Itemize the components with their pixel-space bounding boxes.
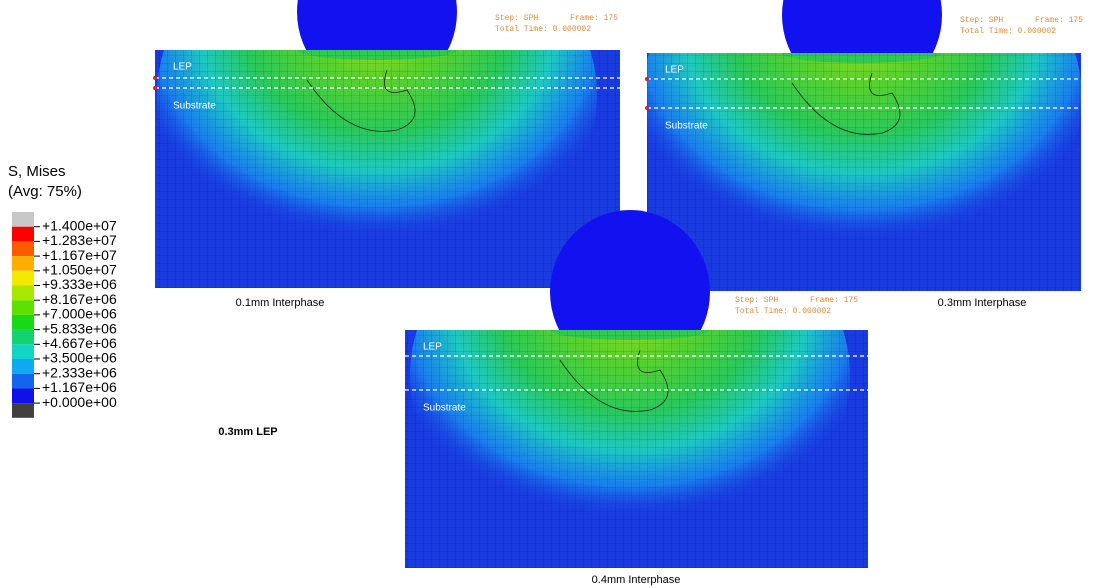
legend-label: +1.283e+07 bbox=[42, 232, 117, 248]
legend-swatch bbox=[12, 227, 34, 242]
legend-label: +5.833e+06 bbox=[42, 320, 117, 336]
legend-label: +2.333e+06 bbox=[42, 364, 117, 380]
legend-label: +1.167e+07 bbox=[42, 247, 117, 263]
legend-label: +8.167e+06 bbox=[42, 291, 117, 307]
legend-label: +1.167e+06 bbox=[42, 379, 117, 395]
interface-marker bbox=[153, 76, 157, 80]
legend-label: +7.000e+06 bbox=[42, 306, 117, 322]
legend-swatch bbox=[12, 241, 34, 256]
legend-swatch bbox=[12, 315, 34, 330]
legend-label: +3.500e+06 bbox=[42, 350, 117, 366]
legend-subtitle: (Avg: 75%) bbox=[8, 183, 82, 200]
legend-swatch bbox=[12, 286, 34, 301]
layer-label: Substrate bbox=[173, 101, 216, 112]
layer-label: LEP bbox=[173, 62, 192, 73]
layer-label: Substrate bbox=[665, 121, 708, 132]
interface-marker bbox=[645, 77, 649, 81]
legend-label: +1.050e+07 bbox=[42, 262, 117, 278]
time-text: Total Time: 0.000002 bbox=[735, 307, 831, 316]
legend-swatch bbox=[12, 359, 34, 374]
legend-swatch bbox=[12, 388, 34, 403]
layer-label: LEP bbox=[665, 65, 684, 76]
legend-title: S, Mises bbox=[8, 163, 66, 180]
panel-caption: 0.4mm Interphase bbox=[592, 574, 681, 586]
legend-swatch bbox=[12, 330, 34, 345]
legend-swatch bbox=[12, 300, 34, 315]
layer-label: Substrate bbox=[423, 403, 466, 414]
mesh bbox=[155, 50, 620, 288]
frame-text: Frame: 175 bbox=[1035, 16, 1083, 25]
legend-swatch bbox=[12, 271, 34, 286]
panel-caption: 0.1mm Interphase bbox=[236, 297, 325, 309]
interface-marker bbox=[153, 86, 157, 90]
step-text: Step: SPH bbox=[735, 296, 778, 305]
step-text: Step: SPH bbox=[960, 16, 1003, 25]
panel-caption: 0.3mm Interphase bbox=[938, 297, 1027, 309]
layer-label: LEP bbox=[423, 342, 442, 353]
time-text: Total Time: 0.000002 bbox=[960, 27, 1056, 36]
figure: S, Mises (Avg: 75%) 0.3mm LEP +1.400e+07… bbox=[0, 0, 1109, 588]
legend-swatch bbox=[12, 344, 34, 359]
time-text: Total Time: 0.000002 bbox=[495, 25, 591, 34]
mesh bbox=[405, 330, 868, 568]
mesh bbox=[647, 53, 1081, 291]
legend-label: +1.400e+07 bbox=[42, 217, 117, 233]
group-label: 0.3mm LEP bbox=[218, 426, 277, 438]
legend-swatch bbox=[12, 403, 34, 418]
legend-swatch bbox=[12, 212, 34, 227]
legend-label: +4.667e+06 bbox=[42, 335, 117, 351]
legend-swatch bbox=[12, 256, 34, 271]
legend-label: +0.000e+00 bbox=[42, 394, 117, 410]
frame-text: Frame: 175 bbox=[810, 296, 858, 305]
legend-label: +9.333e+06 bbox=[42, 276, 117, 292]
interface-marker bbox=[645, 106, 649, 110]
step-text: Step: SPH bbox=[495, 14, 538, 23]
frame-text: Frame: 175 bbox=[570, 14, 618, 23]
legend-swatch bbox=[12, 374, 34, 389]
